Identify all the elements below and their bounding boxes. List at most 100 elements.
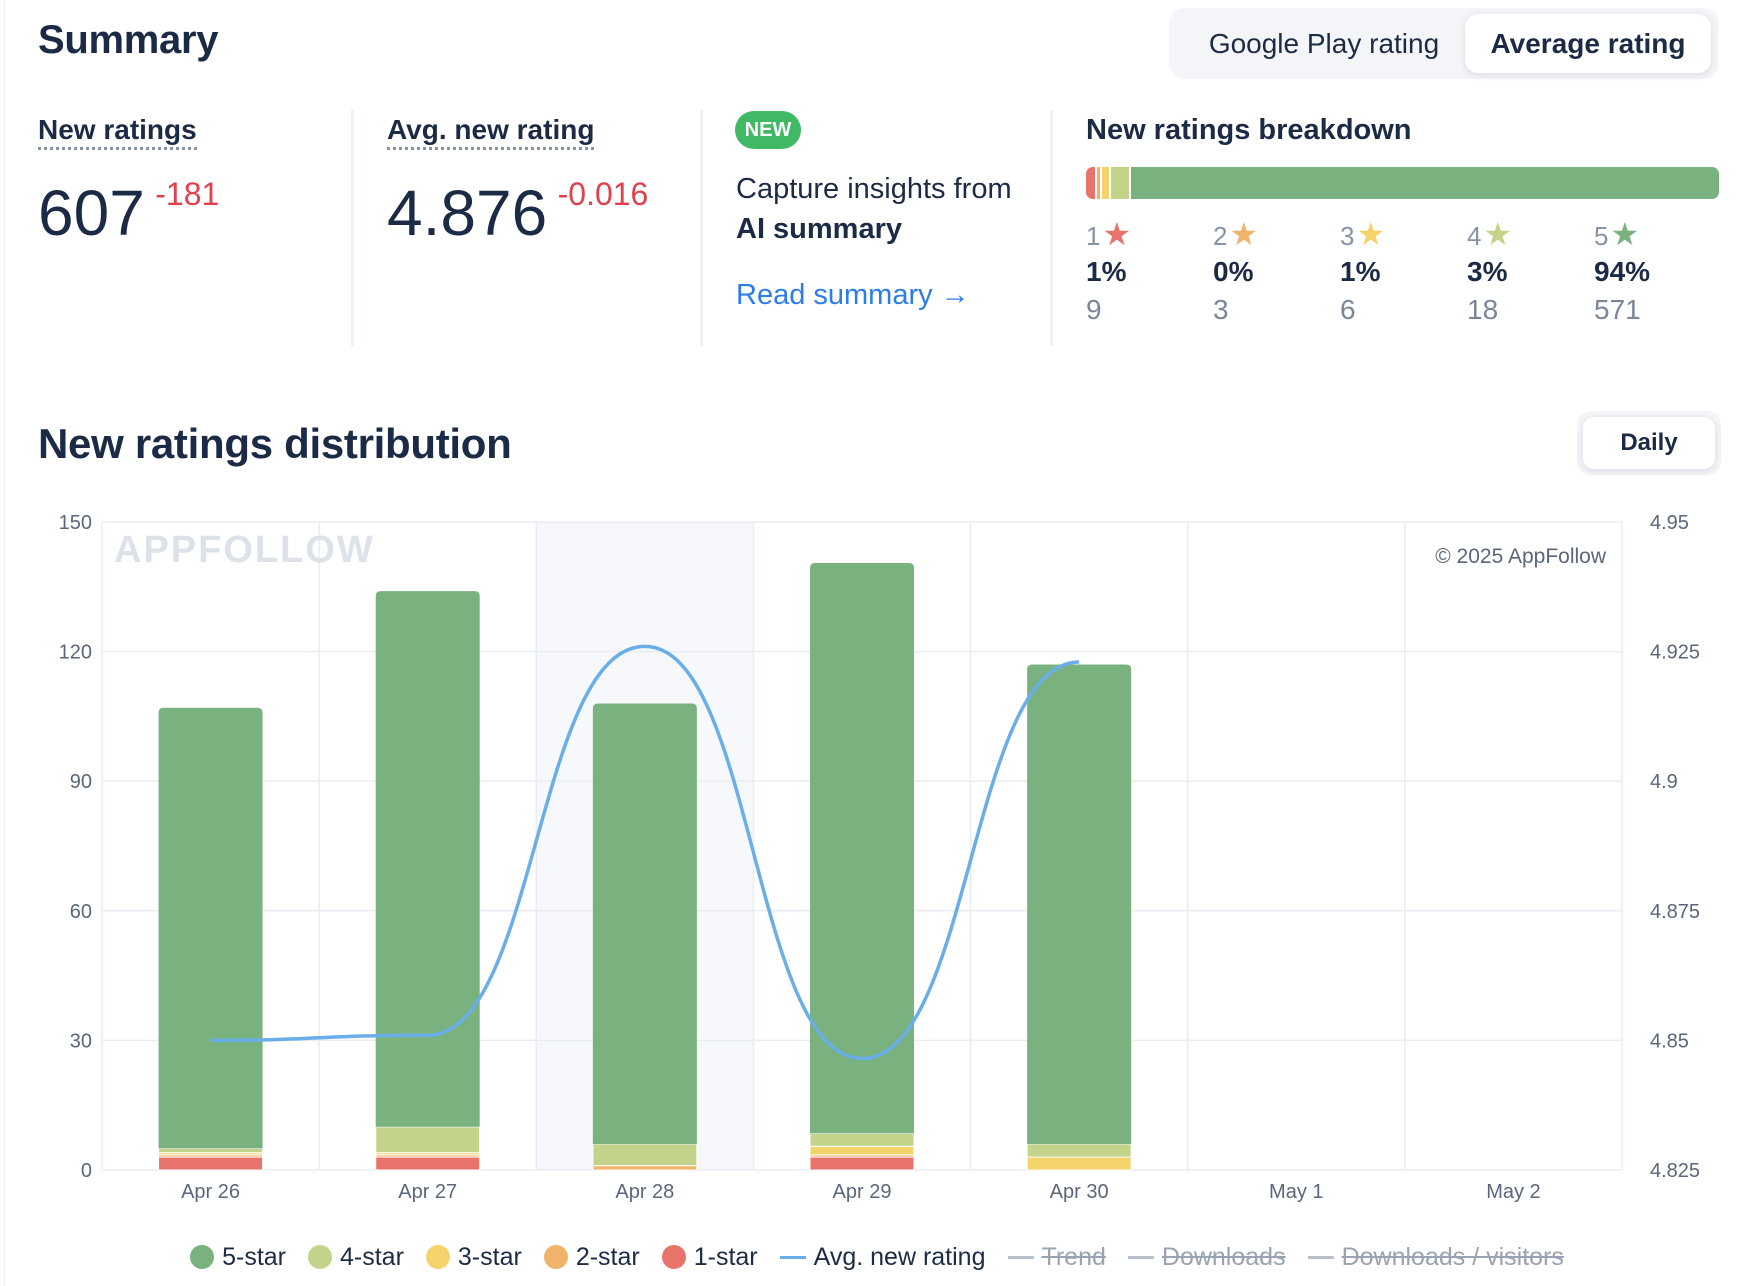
- legend-label: Trend: [1041, 1242, 1106, 1271]
- legend-dot-icon: [543, 1245, 568, 1269]
- legend-dot-icon: [190, 1245, 215, 1269]
- x-tick-label: Apr 29: [833, 1181, 892, 1203]
- bar-4-star: [592, 1143, 698, 1167]
- legend-item-trend[interactable]: Trend: [1007, 1242, 1106, 1272]
- breakdown-percent: 1%: [1086, 256, 1127, 287]
- y-left-tick-label: 150: [59, 512, 92, 534]
- bar-3-star: [1026, 1156, 1132, 1171]
- breakdown-percent: 94%: [1594, 256, 1651, 287]
- breakdown-count: 3: [1213, 294, 1229, 325]
- bar-5-star: [1027, 664, 1132, 1145]
- breakdown-segment-3-star: [1102, 167, 1111, 199]
- y-left-tick-label: 0: [81, 1160, 92, 1182]
- breakdown-segment-2-star: [1097, 167, 1103, 199]
- breakdown-count: 9: [1086, 294, 1102, 325]
- divider: [700, 110, 703, 346]
- star-number: 4: [1467, 221, 1482, 251]
- y-right-tick-label: 4.875: [1650, 901, 1700, 923]
- star-label: 3★: [1340, 216, 1450, 252]
- legend-line-icon: [1007, 1255, 1034, 1259]
- new-badge: NEW: [735, 111, 801, 149]
- new-ratings-metric: New ratings: [38, 114, 197, 150]
- legend-item-3-star[interactable]: 3-star: [425, 1242, 522, 1272]
- legend-item-downloads[interactable]: Downloads: [1127, 1242, 1286, 1272]
- x-tick-label: Apr 30: [1050, 1181, 1109, 1203]
- y-right-tick-label: 4.95: [1650, 512, 1689, 534]
- legend-dot-icon: [661, 1245, 686, 1269]
- star-icon: ★: [1610, 216, 1640, 252]
- breakdown-count: 6: [1340, 294, 1356, 325]
- legend-line-icon: [1127, 1255, 1154, 1259]
- chart-legend: 5-star 4-star 3-star 2-star 1-star Avg. new r…: [0, 1237, 1754, 1277]
- bar-4-star: [809, 1132, 915, 1147]
- bar-2-star: [592, 1165, 698, 1171]
- legend-label: 5-star: [222, 1242, 286, 1271]
- breakdown-item-5-star: 5★ 94% 571: [1594, 216, 1704, 326]
- star-icon: ★: [1229, 216, 1259, 252]
- new-ratings-delta: -181: [155, 176, 220, 212]
- breakdown-segment-1-star: [1086, 167, 1098, 199]
- x-tick-label: Apr 28: [615, 1181, 674, 1203]
- insight-highlight: AI summary: [736, 213, 903, 245]
- avg-new-rating-value-row: 4.876 -0.016: [387, 176, 648, 250]
- legend-label: Downloads: [1161, 1242, 1286, 1271]
- daily-button[interactable]: Daily: [1583, 417, 1715, 469]
- watermark: APPFOLLOW: [114, 529, 375, 571]
- y-left-tick-label: 30: [70, 1030, 92, 1052]
- bar-4-star: [375, 1126, 481, 1154]
- breakdown-count: 571: [1594, 294, 1641, 325]
- legend-item-downloads-visitors[interactable]: Downloads / visitors: [1307, 1242, 1564, 1272]
- bar-1-star: [158, 1156, 264, 1171]
- average-rating-tab[interactable]: Average rating: [1465, 14, 1711, 73]
- legend-dot-icon: [308, 1245, 332, 1269]
- google-play-rating-tab[interactable]: Google Play rating: [1208, 28, 1440, 59]
- star-number: 5: [1594, 221, 1609, 251]
- bar-5-star: [592, 703, 697, 1145]
- bar-1-star: [809, 1156, 915, 1171]
- distribution-title: New ratings distribution: [38, 420, 512, 467]
- legend-item-avg-new-rating[interactable]: Avg. new rating: [779, 1243, 986, 1272]
- legend-item-4-star[interactable]: 4-star: [308, 1243, 404, 1272]
- copyright: © 2025 AppFollow: [1435, 545, 1607, 568]
- insight-text: Capture insights from: [736, 173, 1012, 205]
- star-label: 2★: [1213, 216, 1323, 252]
- y-right-tick-label: 4.925: [1650, 642, 1700, 664]
- y-right-tick-label: 4.825: [1650, 1160, 1700, 1182]
- read-summary-link[interactable]: Read summary →: [736, 279, 970, 311]
- breakdown-segment-4-star: [1110, 167, 1132, 199]
- star-icon: ★: [1102, 216, 1132, 252]
- legend-item-1-star[interactable]: 1-star: [661, 1243, 758, 1272]
- bar-5-star: [810, 563, 914, 1134]
- legend-dot-icon: [425, 1245, 450, 1269]
- star-icon: ★: [1356, 216, 1386, 252]
- avg-new-rating-label[interactable]: Avg. new rating: [387, 114, 595, 150]
- legend-label: 3-star: [457, 1242, 522, 1271]
- divider: [1050, 110, 1053, 346]
- ratings-distribution-chart: 0 30 60 90 120 150 4.825 4.85 4.875 4.9 4.925 4.95 A…: [59, 512, 1700, 1203]
- legend-label: Downloads / visitors: [1341, 1242, 1564, 1271]
- card-left-edge: [4, 0, 5, 1286]
- bar-5-star: [158, 707, 263, 1149]
- breakdown-item-2-star: 2★ 0% 3: [1213, 216, 1323, 326]
- new-ratings-label[interactable]: New ratings: [38, 114, 197, 150]
- avg-new-rating-metric: Avg. new rating: [387, 114, 595, 150]
- x-tick-label: Apr 27: [398, 1181, 457, 1203]
- star-number: 3: [1340, 221, 1355, 251]
- breakdown-title: New ratings breakdown: [1086, 114, 1412, 146]
- page-title: Summary: [38, 18, 219, 62]
- bar-4-star: [158, 1147, 264, 1154]
- legend-label: 4-star: [340, 1242, 404, 1271]
- bar-4-star: [1026, 1143, 1132, 1158]
- period-selector: Daily: [1577, 411, 1721, 475]
- legend-label: 2-star: [575, 1242, 640, 1271]
- breakdown-item-1-star: 1★ 1% 9: [1086, 216, 1196, 326]
- avg-new-rating-value: 4.876: [387, 177, 548, 249]
- legend-item-2-star[interactable]: 2-star: [543, 1242, 640, 1272]
- new-ratings-value: 607: [38, 177, 145, 249]
- breakdown-item-3-star: 3★ 1% 6: [1340, 216, 1450, 326]
- star-label: 4★: [1467, 216, 1577, 252]
- breakdown-percent: 1%: [1340, 256, 1381, 287]
- x-tick-label: May 1: [1269, 1181, 1323, 1203]
- legend-item-5-star[interactable]: 5-star: [190, 1243, 286, 1272]
- y-left-tick-label: 60: [70, 901, 92, 923]
